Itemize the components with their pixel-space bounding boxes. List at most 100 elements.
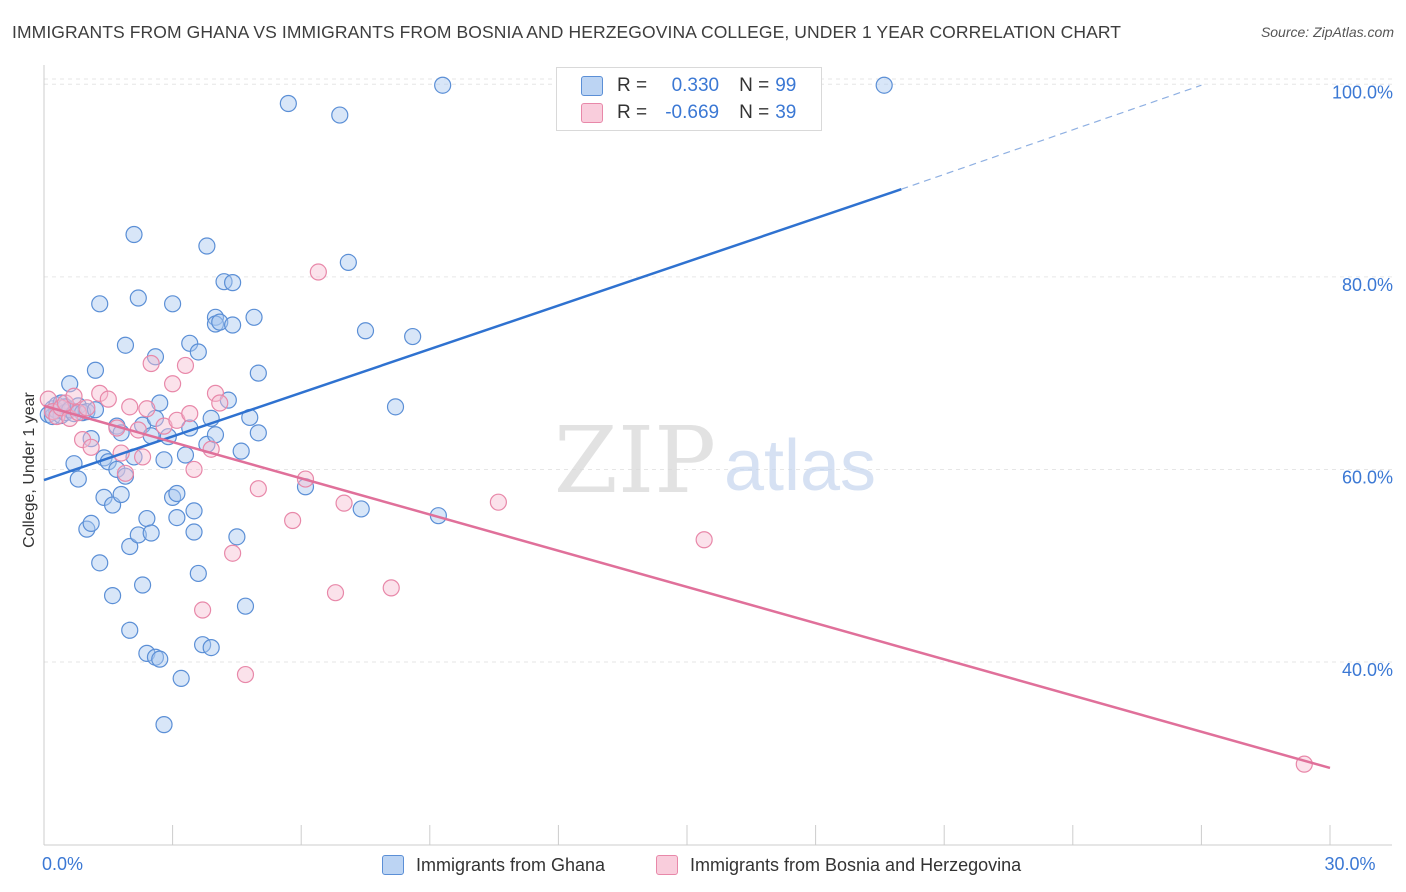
ghana-point — [224, 274, 242, 292]
ghana-point — [168, 508, 186, 527]
bottom-legend-label-ghana: Immigrants from Ghana — [416, 854, 606, 875]
ghana-trend-extension — [901, 84, 1202, 190]
bosnia-point — [211, 394, 229, 412]
bosnia-point — [309, 263, 327, 281]
y-tick-label: 40.0% — [1342, 660, 1393, 680]
ghana-point — [121, 537, 139, 556]
ghana-point — [112, 485, 130, 504]
tick-labels: 40.0% 60.0% 80.0% 100.0% 0.0% 30.0% — [42, 82, 1393, 874]
bottom-legend-swatch-ghana — [382, 855, 404, 875]
ghana-point — [185, 523, 203, 541]
watermark-atlas: atlas — [724, 426, 876, 506]
legend-n-label: N = — [739, 75, 770, 96]
bosnia-point — [78, 399, 96, 417]
ghana-point — [91, 554, 109, 572]
bottom-legend-bosnia: Immigrants from Bosnia and Herzegovina — [656, 853, 1021, 877]
bosnia-point — [91, 384, 109, 402]
bottom-legend-swatch-bosnia — [656, 855, 678, 875]
legend-row-bosnia: R = -0.669 N = 39 — [581, 101, 796, 125]
bosnia-point — [99, 390, 117, 408]
legend-swatch-ghana — [581, 76, 603, 96]
legend-n-value-bosnia: 39 — [775, 102, 797, 123]
bosnia-point — [249, 480, 267, 498]
bosnia-points — [39, 263, 1313, 773]
ghana-point — [202, 638, 220, 657]
ghana-point — [279, 94, 297, 113]
ghana-point — [129, 289, 147, 307]
ghana-point — [206, 426, 225, 444]
ghana-point — [189, 564, 207, 583]
ghana-point — [404, 327, 422, 346]
chart-title: IMMIGRANTS FROM GHANA VS IMMIGRANTS FROM… — [12, 22, 1122, 42]
ghana-point — [228, 528, 246, 546]
bosnia-point — [194, 601, 212, 619]
bosnia-point — [326, 584, 345, 602]
axes — [43, 65, 1392, 846]
ghana-point — [151, 650, 169, 668]
bosnia-point — [185, 460, 203, 479]
ghana-point — [236, 597, 255, 615]
ghana-point — [121, 621, 139, 639]
bosnia-point — [284, 511, 302, 530]
y-tick-label: 80.0% — [1342, 275, 1393, 295]
ghana-point — [168, 484, 186, 503]
ghana-point — [211, 313, 229, 331]
ghana-point — [245, 308, 263, 326]
ghana-point — [129, 526, 147, 544]
ghana-point — [125, 225, 143, 244]
correlation-legend: R = 0.330 N = 99 R = -0.669 N = 39 — [556, 67, 822, 131]
legend-r-label: R = — [617, 102, 648, 123]
bottom-legend-ghana: Immigrants from Ghana — [382, 853, 605, 877]
watermark: ZIP atlas — [554, 407, 876, 514]
bosnia-point — [133, 448, 152, 466]
ghana-point — [386, 398, 405, 416]
bosnia-point — [224, 544, 242, 562]
ghana-point — [164, 295, 182, 313]
bosnia-point — [181, 404, 199, 423]
bosnia-trend-line — [43, 404, 1331, 770]
source-label: Source: ZipAtlas.com — [1260, 24, 1394, 40]
ghana-point — [249, 364, 267, 382]
y-tick-label: 60.0% — [1342, 467, 1393, 487]
ghana-point — [339, 253, 357, 272]
trend-lines — [43, 84, 1331, 770]
ghana-point — [82, 430, 100, 448]
x-tick-label: 0.0% — [42, 854, 83, 874]
ghana-point — [103, 586, 122, 605]
ghana-trend-line — [43, 188, 902, 482]
legend-r-label: R = — [617, 75, 648, 96]
ghana-point — [434, 76, 452, 94]
bosnia-point — [176, 356, 195, 375]
ghana-point — [215, 273, 233, 291]
bosnia-point — [121, 398, 139, 416]
ghana-point — [116, 336, 135, 354]
y-tick-label: 100.0% — [1332, 82, 1393, 102]
ghana-point — [176, 446, 195, 464]
ghana-point — [189, 343, 207, 361]
ghana-point — [138, 509, 156, 528]
ghana-point — [185, 502, 203, 520]
ghana-point — [86, 361, 105, 379]
bosnia-point — [335, 494, 353, 512]
ghana-point — [155, 716, 173, 734]
legend-r-value-ghana: 0.330 — [671, 75, 720, 96]
bosnia-point — [65, 387, 83, 405]
ghana-point — [82, 514, 100, 532]
bosnia-point — [138, 400, 156, 418]
bosnia-point — [489, 493, 507, 511]
ghana-point — [142, 524, 160, 542]
ghana-point — [331, 106, 349, 124]
ghana-points — [39, 76, 893, 734]
watermark-zip: ZIP — [554, 407, 716, 514]
bosnia-point — [236, 665, 255, 684]
ghana-point — [352, 500, 370, 518]
ghana-point — [91, 295, 109, 313]
grid-lines — [44, 78, 1392, 663]
ghana-point — [172, 669, 190, 688]
bosnia-point — [164, 375, 182, 393]
ghana-point — [108, 460, 126, 479]
ghana-point — [198, 237, 216, 255]
bosnia-point — [142, 354, 160, 373]
bosnia-point — [116, 464, 135, 482]
